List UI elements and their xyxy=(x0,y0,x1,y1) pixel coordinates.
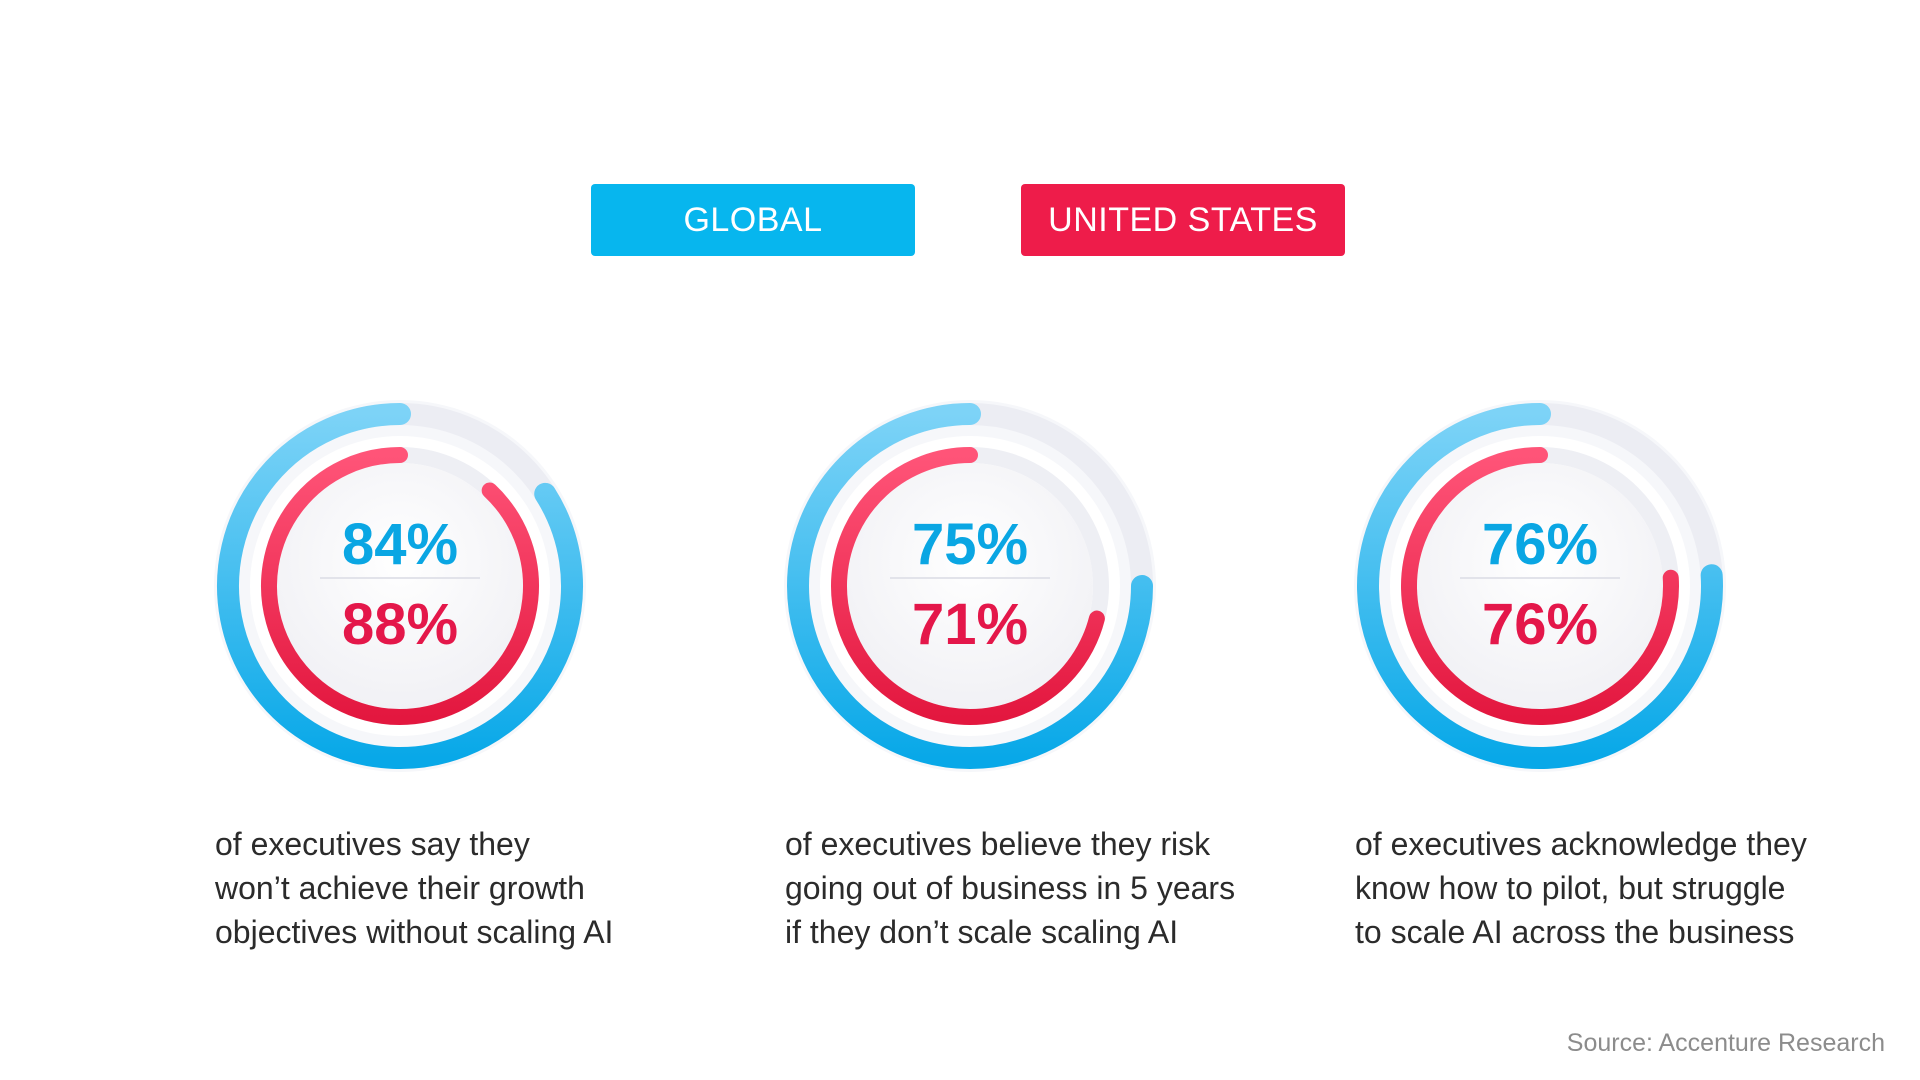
us-percent-label: 88% xyxy=(341,592,459,657)
us-percent-label: 76% xyxy=(1481,592,1599,657)
us-value-arc xyxy=(1401,447,1679,725)
global-value-arc xyxy=(1357,403,1723,769)
donut-chart-1-svg xyxy=(214,400,586,772)
global-percent-label: 76% xyxy=(1481,512,1599,577)
chart-1-caption: of executives say they won’t achieve the… xyxy=(215,826,614,950)
chart-2-caption: of executives believe they risk going ou… xyxy=(785,826,1236,950)
donut-chart-3: 76% 76% xyxy=(1340,386,1740,786)
percent-divider xyxy=(890,577,1050,579)
legend-united-states: UNITED STATES xyxy=(1021,184,1345,256)
us-percent-label: 71% xyxy=(911,592,1029,657)
donut-center xyxy=(847,463,1093,709)
us-value-arc xyxy=(261,447,539,725)
source-note: Source: Accenture Research xyxy=(1566,1029,1885,1057)
donut-chart-2: 75% 71% xyxy=(770,386,1170,786)
global-value-arc xyxy=(216,403,583,769)
global-percent-label: 84% xyxy=(341,512,459,577)
donut-chart-2-svg xyxy=(784,400,1156,772)
donut-chart-1: 84% 88% xyxy=(200,386,600,786)
legend-global: GLOBAL xyxy=(591,184,915,256)
donut-center xyxy=(277,463,523,709)
global-percent-label: 75% xyxy=(911,512,1029,577)
chart-3-caption: of executives acknowledge they know how … xyxy=(1355,826,1807,950)
percent-divider xyxy=(1460,577,1620,579)
donut-chart-3-svg xyxy=(1354,400,1726,772)
us-value-arc xyxy=(831,447,1105,725)
donut-center xyxy=(1417,463,1663,709)
global-value-arc xyxy=(787,403,1153,769)
percent-divider xyxy=(320,577,480,579)
